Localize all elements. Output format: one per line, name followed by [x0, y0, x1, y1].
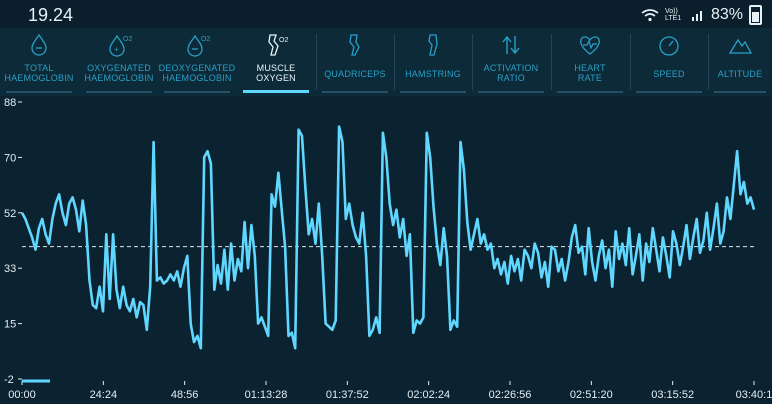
tab-label: ALTITUDE: [717, 69, 763, 79]
tab-label: HAMSTRING: [405, 69, 461, 79]
x-tick-label: 48:56: [171, 389, 199, 401]
tab-heart-rate[interactable]: HEART RATE: [551, 28, 629, 96]
tab-oxygenated-haemoglobin[interactable]: O2 + OXYGENATED HAEMOGLOBIN: [80, 28, 158, 96]
tab-label: MUSCLE: [256, 63, 296, 73]
tab-underline: [557, 91, 623, 93]
network-volte-label: Vo)): [664, 8, 678, 15]
tab-activation-ratio[interactable]: ACTIVATION RATIO: [472, 28, 550, 96]
wifi-icon: [641, 9, 659, 22]
tab-speed[interactable]: SPEED: [630, 28, 708, 96]
muscle-oxygen-icon: O2: [268, 34, 288, 56]
tab-underline: [6, 91, 72, 93]
tab-underline: [400, 91, 466, 93]
tab-label: TOTAL: [24, 63, 54, 73]
battery-percent: 83%: [710, 6, 743, 23]
tab-underline: [322, 91, 388, 93]
x-tick-label: 00:00: [8, 389, 36, 401]
speedometer-icon: [659, 36, 679, 56]
mountain-icon: [728, 38, 753, 54]
tab-underline: [714, 91, 766, 93]
tab-divider: [472, 34, 473, 90]
tab-active-underline: [243, 90, 309, 93]
tab-label: HAEMOGLOBIN: [4, 73, 74, 83]
tab-underline: [86, 91, 152, 93]
tab-hamstring[interactable]: HAMSTRING: [394, 28, 472, 96]
activation-ratio-icon: [502, 35, 520, 55]
x-tick-label: 03:40:1: [736, 389, 772, 401]
tab-muscle-oxygen[interactable]: O2 MUSCLE OXYGEN: [237, 28, 315, 96]
tab-underline: [636, 91, 702, 93]
network-indicator: Vo)) LTE1: [665, 8, 685, 22]
tab-label: OXYGENATED: [87, 63, 151, 73]
status-bar: 19.24 Vo)) LTE1 83%: [0, 0, 772, 28]
tab-altitude[interactable]: ALTITUDE: [708, 28, 772, 96]
muscle-oxygen-series-line: [20, 125, 756, 350]
x-tick-label: 02:02:24: [407, 389, 450, 401]
tab-label: RATE: [577, 73, 603, 83]
quadriceps-icon: [349, 34, 360, 56]
signal-icon: [691, 11, 702, 21]
tab-total-haemoglobin[interactable]: TOTAL HAEMOGLOBIN: [0, 28, 78, 96]
y-tick-label: 88: [4, 97, 16, 109]
muscle-oxygen-chart: 88 70 52 33 15 -2 00:00 24:24 48:56 01:13:28 01:37…: [4, 97, 772, 401]
svg-text:+: +: [114, 45, 119, 54]
tab-label: HEART: [574, 63, 606, 73]
y-tick-label: 33: [4, 263, 16, 275]
tab-label: ACTIVATION: [483, 63, 539, 73]
x-tick-label: 01:37:52: [326, 389, 369, 401]
tab-divider: [394, 34, 395, 90]
x-tick-label: 01:13:28: [245, 389, 288, 401]
metric-tab-bar: TOTAL HAEMOGLOBIN O2 + OXYGENATED HAEMOGL…: [0, 28, 772, 96]
y-tick-label: -2: [4, 374, 14, 386]
tab-label: RATIO: [497, 73, 525, 83]
clock: 19.24: [28, 5, 74, 25]
y-tick-label: 70: [4, 152, 16, 164]
tab-divider: [630, 34, 631, 90]
tab-divider: [316, 34, 317, 90]
tab-divider: [551, 34, 552, 90]
y-tick-label: 52: [4, 208, 16, 220]
battery-icon: [749, 5, 762, 25]
droplet-o2-icon: O2 +: [109, 34, 132, 57]
droplet-deoxy-icon: O2: [187, 34, 210, 57]
svg-text:O2: O2: [123, 36, 132, 43]
tab-underline: [478, 91, 544, 93]
tab-deoxygenated-haemoglobin[interactable]: O2 DEOXYGENATED HAEMOGLOBIN: [158, 28, 236, 96]
hamstring-icon: [428, 34, 438, 56]
heart-rate-icon: [580, 36, 600, 55]
tab-quadriceps[interactable]: QUADRICEPS: [316, 28, 394, 96]
tab-divider: [708, 34, 709, 90]
tab-label: HAEMOGLOBIN: [162, 73, 232, 83]
y-tick-label: 15: [4, 319, 16, 331]
x-tick-label: 02:51:20: [570, 389, 613, 401]
droplet-icon: [31, 33, 47, 56]
network-lte-label: LTE1: [664, 15, 682, 22]
tab-label: DEOXYGENATED: [158, 63, 236, 73]
x-tick-label: 03:15:52: [651, 389, 694, 401]
tab-label: OXYGEN: [256, 73, 296, 83]
tab-underline: [164, 91, 230, 93]
tab-label: QUADRICEPS: [324, 69, 386, 79]
svg-text:O2: O2: [201, 36, 210, 43]
x-tick-label: 24:24: [90, 389, 118, 401]
tab-label: HAEMOGLOBIN: [84, 73, 154, 83]
svg-text:O2: O2: [279, 37, 288, 44]
system-indicators: Vo)) LTE1 83%: [641, 5, 762, 25]
tab-label: SPEED: [653, 69, 685, 79]
x-tick-label: 02:26:56: [489, 389, 532, 401]
